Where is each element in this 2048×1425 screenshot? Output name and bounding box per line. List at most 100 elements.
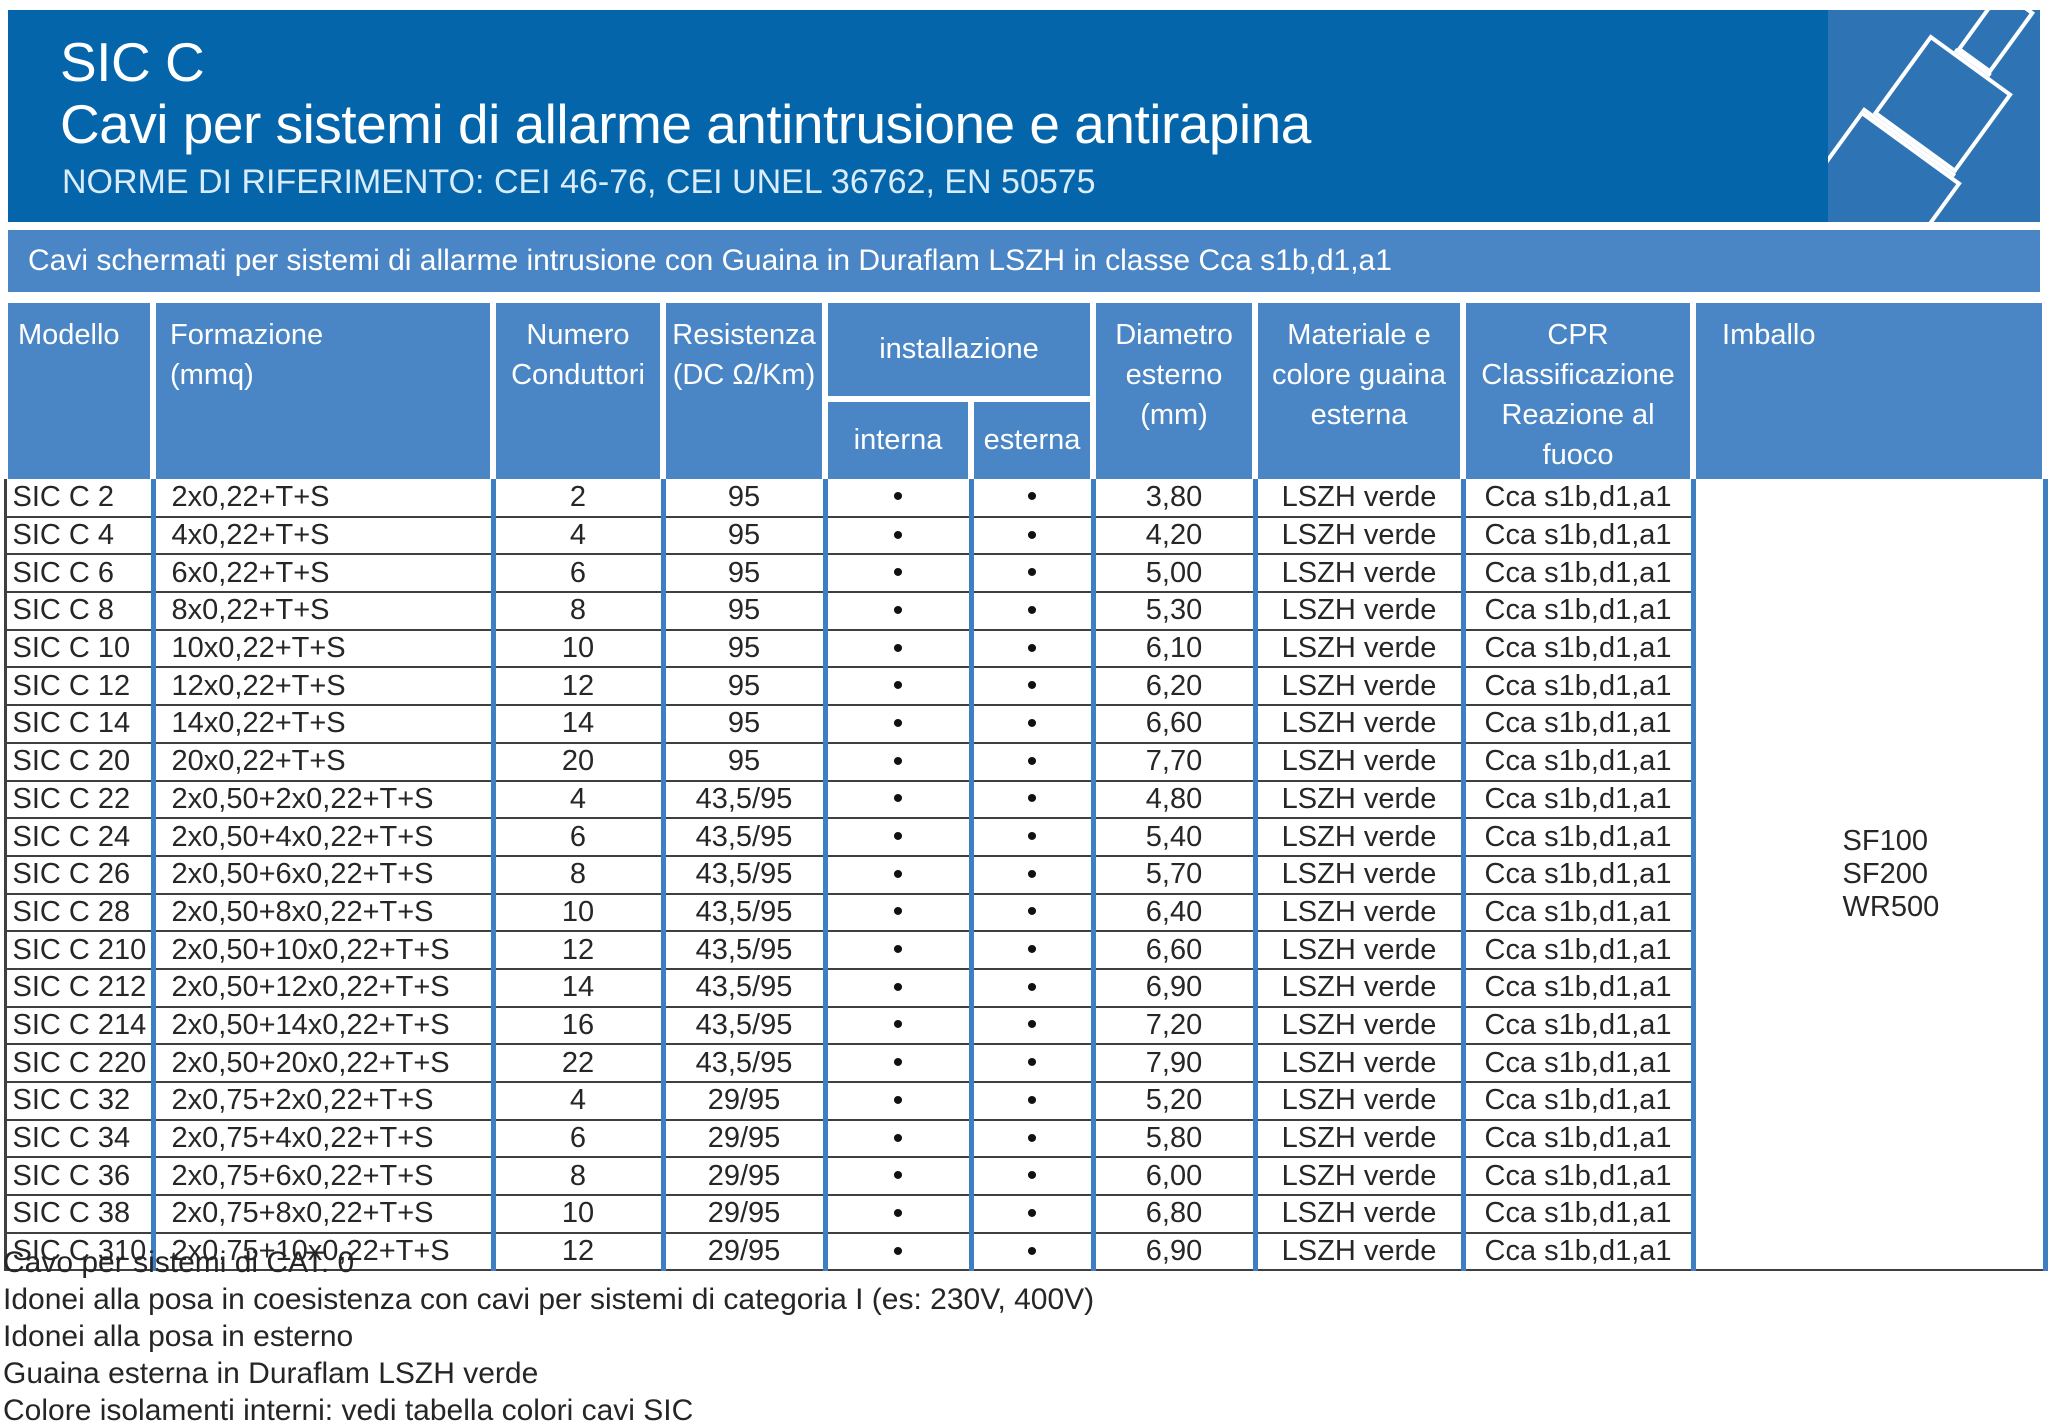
cell-installazione-esterna: •	[968, 1044, 1094, 1083]
cell-guaina: LSZH verde	[1252, 592, 1464, 631]
cell-conduttori: 6	[490, 1119, 663, 1159]
cable-icon-drawing	[1828, 10, 2036, 222]
table-row: SIC C 20 20x0,22+T+S 20 95 • • 7,70 LSZH verde C…	[3, 742, 2045, 782]
cell-cpr: Cca s1b,d1,a1	[1460, 516, 1694, 556]
cell-cpr: Cca s1b,d1,a1	[1460, 667, 1694, 707]
cell-cpr: Cca s1b,d1,a1	[1460, 893, 1694, 933]
cell-installazione-esterna: •	[968, 818, 1094, 857]
cell-installazione-interna: •	[822, 479, 971, 518]
cell-installazione-interna: •	[822, 592, 971, 631]
cell-modello: SIC C 8	[3, 592, 153, 631]
cell-conduttori: 12	[490, 1232, 663, 1272]
cell-conduttori: 10	[490, 893, 663, 933]
cell-formazione: 2x0,75+10x0,22+T+S	[150, 1232, 493, 1272]
cell-formazione: 2x0,50+2x0,22+T+S	[150, 780, 493, 820]
table-row: SIC C 28 2x0,50+8x0,22+T+S 10 43,5/95 • • 6,40…	[3, 893, 2045, 933]
cell-modello: SIC C 20	[3, 742, 153, 782]
cell-guaina: LSZH verde	[1252, 893, 1464, 933]
cell-diametro: 7,20	[1090, 1006, 1256, 1046]
cell-installazione-esterna: •	[968, 554, 1094, 594]
cell-guaina: LSZH verde	[1252, 667, 1464, 707]
cell-modello: SIC C 4	[3, 516, 153, 556]
cell-diametro: 7,90	[1090, 1044, 1256, 1083]
cell-modello: SIC C 36	[3, 1157, 153, 1197]
table-row: SIC C 210 2x0,50+10x0,22+T+S 12 43,5/95 • • 6,…	[3, 931, 2045, 970]
cell-modello: SIC C 6	[3, 554, 153, 594]
table-row: SIC C 26 2x0,50+6x0,22+T+S 8 43,5/95 • • 5,70 L…	[3, 855, 2045, 895]
cell-guaina: LSZH verde	[1252, 1006, 1464, 1046]
cell-modello: SIC C 24	[3, 818, 153, 857]
col-header-conduttori: Numero Conduttori	[490, 303, 666, 479]
cell-resistenza: 95	[660, 592, 825, 631]
cell-guaina: LSZH verde	[1252, 742, 1464, 782]
cell-modello: SIC C 38	[3, 1195, 153, 1234]
cell-diametro: 5,40	[1090, 818, 1256, 857]
cell-formazione: 2x0,50+20x0,22+T+S	[150, 1044, 493, 1083]
cell-installazione-esterna: •	[968, 1157, 1094, 1197]
col-header-diametro: Diametro esterno (mm)	[1090, 303, 1259, 479]
cell-guaina: LSZH verde	[1252, 1082, 1464, 1121]
cell-formazione: 2x0,75+2x0,22+T+S	[150, 1082, 493, 1121]
cell-modello: SIC C 28	[3, 893, 153, 933]
cell-installazione-esterna: •	[968, 893, 1094, 933]
cell-cpr: Cca s1b,d1,a1	[1460, 1119, 1694, 1159]
cell-formazione: 12x0,22+T+S	[150, 667, 493, 707]
cell-installazione-interna: •	[822, 554, 971, 594]
col-header-interna: interna	[822, 399, 974, 479]
cell-resistenza: 43,5/95	[660, 818, 825, 857]
cell-diametro: 6,10	[1090, 629, 1256, 669]
cell-conduttori: 16	[490, 1006, 663, 1046]
cell-resistenza: 29/95	[660, 1082, 825, 1121]
cell-guaina: LSZH verde	[1252, 516, 1464, 556]
cell-diametro: 6,00	[1090, 1157, 1256, 1197]
cell-resistenza: 43,5/95	[660, 893, 825, 933]
cell-installazione-esterna: •	[968, 742, 1094, 782]
cell-guaina: LSZH verde	[1252, 479, 1464, 518]
cell-formazione: 10x0,22+T+S	[150, 629, 493, 669]
cell-conduttori: 12	[490, 931, 663, 970]
cell-installazione-interna: •	[822, 705, 971, 744]
cell-formazione: 2x0,75+8x0,22+T+S	[150, 1195, 493, 1234]
cell-cpr: Cca s1b,d1,a1	[1460, 479, 1694, 518]
cell-conduttori: 12	[490, 667, 663, 707]
cell-diametro: 6,60	[1090, 931, 1256, 970]
cell-installazione-esterna: •	[968, 629, 1094, 669]
cell-guaina: LSZH verde	[1252, 629, 1464, 669]
cell-installazione-interna: •	[822, 516, 971, 556]
cell-guaina: LSZH verde	[1252, 1232, 1464, 1272]
table-row: SIC C 14 14x0,22+T+S 14 95 • • 6,60 LSZH verde C…	[3, 705, 2045, 744]
cell-conduttori: 8	[490, 1157, 663, 1197]
header-band: SIC C Cavi per sistemi di allarme antint…	[8, 10, 2040, 222]
cell-installazione-interna: •	[822, 1195, 971, 1234]
table-row: SIC C 6 6x0,22+T+S 6 95 • • 5,00 LSZH verde Cca …	[3, 554, 2045, 594]
cell-conduttori: 4	[490, 516, 663, 556]
cell-conduttori: 2	[490, 479, 663, 518]
cell-modello: SIC C 210	[3, 931, 153, 970]
cell-resistenza: 95	[660, 667, 825, 707]
imballo-codes: SF100 SF200 WR500	[1843, 825, 2041, 924]
cell-formazione: 2x0,50+6x0,22+T+S	[150, 855, 493, 895]
imballo-code: SF100	[1842, 824, 1928, 857]
cell-resistenza: 95	[660, 742, 825, 782]
cell-cpr: Cca s1b,d1,a1	[1460, 629, 1694, 669]
cell-installazione-interna: •	[822, 1119, 971, 1159]
cell-installazione-esterna: •	[968, 1119, 1094, 1159]
table-row: SIC C 2 2x0,22+T+S 2 95 • • 3,80 LSZH verde Cca …	[3, 479, 2048, 1272]
cell-modello: SIC C 22	[3, 780, 153, 820]
cell-installazione-interna: •	[822, 931, 971, 970]
cell-conduttori: 10	[490, 629, 663, 669]
cell-guaina: LSZH verde	[1252, 780, 1464, 820]
cell-conduttori: 10	[490, 1195, 663, 1234]
cell-installazione-interna: •	[822, 893, 971, 933]
cell-diametro: 5,80	[1090, 1119, 1256, 1159]
cell-resistenza: 95	[660, 629, 825, 669]
table-row: SIC C 32 2x0,75+2x0,22+T+S 4 29/95 • • 5,20 LSZ…	[3, 1082, 2045, 1121]
col-header-formazione: Formazione (mmq)	[150, 303, 496, 479]
cell-resistenza: 95	[660, 705, 825, 744]
cell-cpr: Cca s1b,d1,a1	[1460, 1006, 1694, 1046]
cell-installazione-interna: •	[822, 855, 971, 895]
cell-conduttori: 4	[490, 780, 663, 820]
cell-installazione-esterna: •	[968, 667, 1094, 707]
cell-resistenza: 43,5/95	[660, 780, 825, 820]
cell-cpr: Cca s1b,d1,a1	[1460, 780, 1694, 820]
